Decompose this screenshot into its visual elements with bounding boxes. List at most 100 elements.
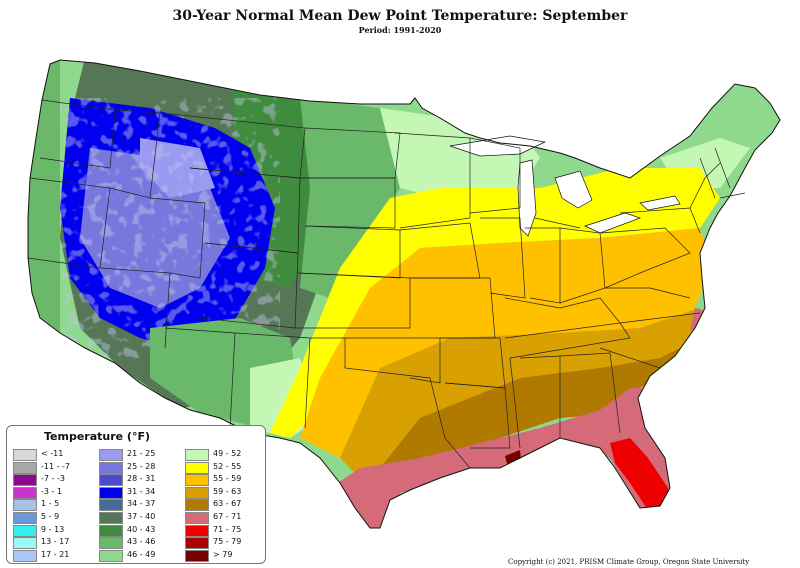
legend-swatch xyxy=(185,524,209,537)
region-63-67 xyxy=(380,338,700,478)
legend-label: 59 - 63 xyxy=(213,486,242,496)
legend-label: 67 - 71 xyxy=(213,512,242,521)
region-67-71 xyxy=(330,388,675,528)
legend-item: 75 - 79 xyxy=(185,536,269,550)
region-71-75 xyxy=(610,438,670,513)
legend-label: -7 - -3 xyxy=(41,474,65,484)
legend-swatch xyxy=(185,486,209,499)
region-52-55 xyxy=(270,168,720,438)
legend-label: 21 - 25 xyxy=(127,449,156,458)
lake-michigan xyxy=(517,159,537,237)
legend-label: 13 - 17 xyxy=(41,537,70,547)
legend-label: 31 - 34 xyxy=(127,486,156,496)
legend-label: 52 - 55 xyxy=(213,461,242,471)
legend-swatch xyxy=(13,499,37,512)
dew-point-map xyxy=(27,59,781,529)
map-title: 30-Year Normal Mean Dew Point Temperatur… xyxy=(172,8,628,24)
legend-swatch xyxy=(13,461,37,474)
lake-superior xyxy=(449,135,547,157)
legend-swatch xyxy=(13,537,37,550)
legend-label: 25 - 28 xyxy=(127,461,156,471)
legend-swatch xyxy=(13,512,37,524)
legend-item: > 79 xyxy=(185,549,269,563)
legend-swatch xyxy=(13,474,37,487)
legend-item: 5 - 9 xyxy=(13,511,97,525)
legend-item: 46 - 49 xyxy=(99,549,183,563)
legend-swatch xyxy=(13,524,37,537)
legend-label: -11 - -7 xyxy=(41,461,71,471)
legend-item: -11 - -7 xyxy=(13,461,97,475)
legend-label: < -11 xyxy=(41,449,64,458)
legend-label: 37 - 40 xyxy=(127,512,156,521)
legend-swatch xyxy=(185,449,209,461)
legend-swatch xyxy=(99,449,123,461)
legend-item: 59 - 63 xyxy=(185,486,269,500)
legend: Temperature (°F) < -11 -11 - -7 -7 - -3 -3 … xyxy=(6,425,266,564)
legend-label: > 79 xyxy=(213,549,233,559)
legend-item: 63 - 67 xyxy=(185,498,269,512)
terrain-texture xyxy=(60,98,280,358)
map-period: Period: 1991-2020 xyxy=(358,25,442,35)
legend-swatch xyxy=(99,524,123,537)
legend-label: 1 - 5 xyxy=(41,499,60,509)
legend-item: 52 - 55 xyxy=(185,461,269,475)
legend-label: 49 - 52 xyxy=(213,449,242,458)
legend-item: 34 - 37 xyxy=(99,498,183,512)
legend-item: 21 - 25 xyxy=(99,448,183,462)
legend-swatch xyxy=(185,512,209,524)
legend-item: < -11 xyxy=(13,448,97,462)
legend-item: -7 - -3 xyxy=(13,473,97,487)
legend-swatch xyxy=(185,549,209,562)
legend-title: Temperature (°F) xyxy=(43,430,151,443)
legend-item: 17 - 21 xyxy=(13,549,97,563)
legend-swatch xyxy=(99,461,123,474)
legend-swatch xyxy=(13,549,37,562)
legend-swatch xyxy=(99,537,123,550)
state-borders xyxy=(27,99,746,469)
legend-label: 17 - 21 xyxy=(41,549,70,559)
legend-swatch xyxy=(99,512,123,524)
legend-label: 43 - 46 xyxy=(127,537,156,547)
legend-swatch xyxy=(13,486,37,499)
legend-item: 43 - 46 xyxy=(99,536,183,550)
legend-item: 49 - 52 xyxy=(185,448,269,462)
legend-item: 37 - 40 xyxy=(99,511,183,525)
legend-item: 25 - 28 xyxy=(99,461,183,475)
legend-item: 31 - 34 xyxy=(99,486,183,500)
lake-erie xyxy=(584,212,642,234)
legend-swatch xyxy=(13,449,37,461)
legend-swatch xyxy=(185,499,209,512)
lake-huron xyxy=(554,170,593,209)
legend-swatch xyxy=(185,537,209,550)
legend-label: 46 - 49 xyxy=(127,549,156,559)
legend-item: 55 - 59 xyxy=(185,473,269,487)
legend-item: 67 - 71 xyxy=(185,511,269,525)
legend-label: -3 - 1 xyxy=(41,486,63,496)
region-ne-46-49 xyxy=(640,78,780,168)
legend-swatch xyxy=(185,474,209,487)
legend-item: 1 - 5 xyxy=(13,498,97,512)
legend-swatch xyxy=(99,474,123,487)
legend-item: 9 - 13 xyxy=(13,524,97,538)
copyright-text: Copyright (c) 2021, PRISM Climate Group,… xyxy=(508,558,750,566)
legend-label: 28 - 31 xyxy=(127,474,156,484)
legend-item: 28 - 31 xyxy=(99,473,183,487)
legend-swatch xyxy=(185,461,209,474)
lake-ontario xyxy=(639,195,681,211)
legend-item: 40 - 43 xyxy=(99,524,183,538)
legend-label: 5 - 9 xyxy=(41,512,60,521)
legend-label: 40 - 43 xyxy=(127,524,156,534)
legend-label: 63 - 67 xyxy=(213,499,242,509)
region-coast-43-46 xyxy=(28,60,60,358)
us-outline xyxy=(27,59,781,529)
legend-label: 34 - 37 xyxy=(127,499,156,509)
legend-label: 75 - 79 xyxy=(213,537,242,547)
legend-item: 13 - 17 xyxy=(13,536,97,550)
legend-label: 71 - 75 xyxy=(213,524,242,534)
great-lakes xyxy=(449,135,681,237)
region-plains-43-46 xyxy=(300,98,400,298)
legend-swatch xyxy=(99,549,123,562)
legend-swatch xyxy=(99,486,123,499)
legend-item: -3 - 1 xyxy=(13,486,97,500)
legend-label: 9 - 13 xyxy=(41,524,65,534)
